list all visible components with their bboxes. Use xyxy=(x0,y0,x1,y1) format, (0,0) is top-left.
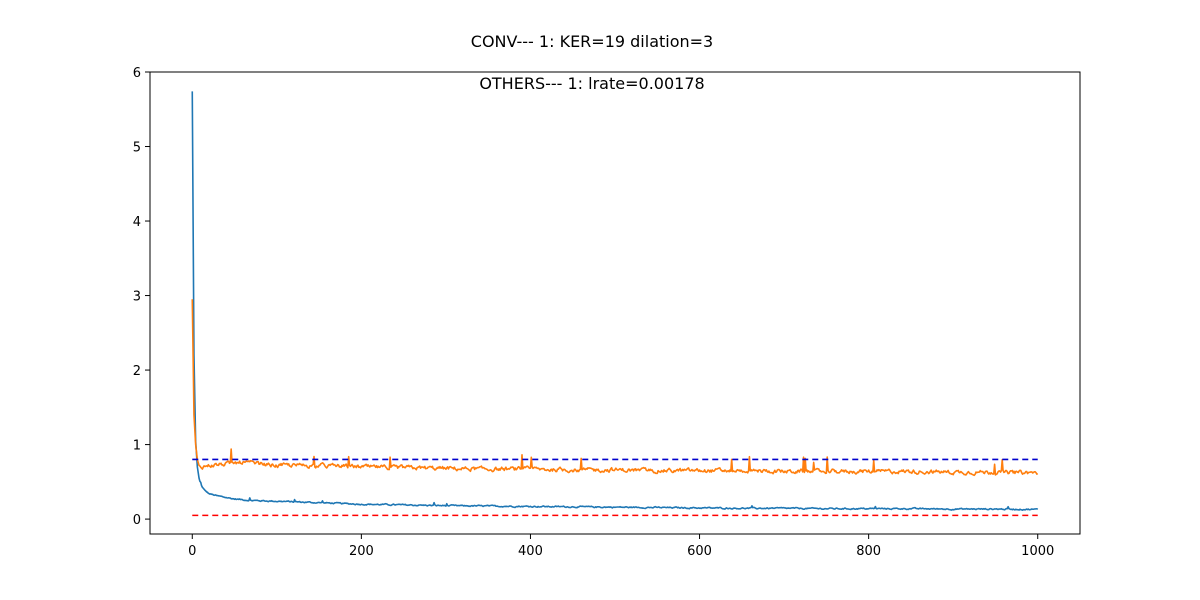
x-tick-label: 800 xyxy=(856,544,881,559)
y-tick-label: 2 xyxy=(133,364,141,379)
y-tick-label: 4 xyxy=(133,215,141,230)
series-layer xyxy=(191,91,1039,517)
x-tick-label: 600 xyxy=(687,544,712,559)
y-axis: 0 1 2 3 4 5 6 xyxy=(133,66,150,528)
x-axis: 0 200 400 600 800 1000 xyxy=(188,534,1054,559)
y-tick-label: 3 xyxy=(133,290,141,305)
y-tick-label: 1 xyxy=(133,439,141,454)
series-line-1 xyxy=(191,91,1039,511)
x-tick-label: 1000 xyxy=(1021,544,1054,559)
y-tick-label: 5 xyxy=(133,141,141,156)
y-tick-label: 0 xyxy=(133,513,141,528)
x-tick-label: 400 xyxy=(518,544,543,559)
chart-title: CONV--- 1: KER=19 dilation=3 xyxy=(471,32,713,51)
axes-frame xyxy=(149,71,1081,535)
x-tick-label: 0 xyxy=(188,544,196,559)
plot-area: 0 200 400 600 800 1000 0 1 2 3 4 5 6 OTHERS--- 1: l… xyxy=(133,66,1081,559)
y-tick-label: 6 xyxy=(133,66,141,81)
chart-subtitle: OTHERS--- 1: lrate=0.00178 xyxy=(479,74,704,93)
series-line-2 xyxy=(191,299,1039,477)
x-tick-label: 200 xyxy=(349,544,374,559)
